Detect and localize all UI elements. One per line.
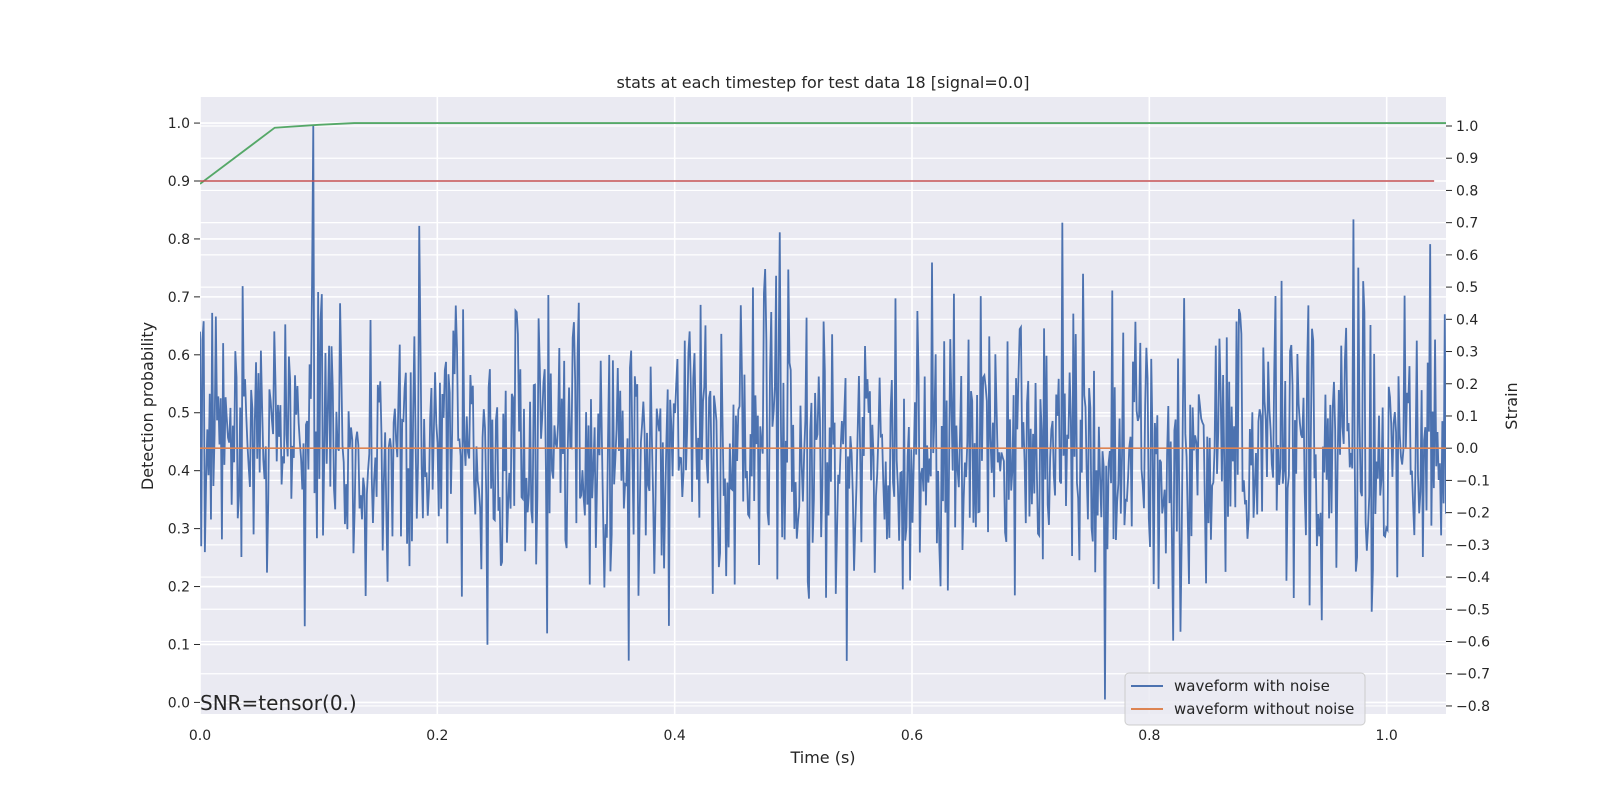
y-tick-label-right: 0.7 [1456, 216, 1478, 232]
y-tick-label-left: 0.9 [168, 174, 190, 190]
x-tick-label: 0.6 [901, 728, 923, 744]
y-tick-label-right: −0.5 [1456, 602, 1490, 618]
y-tick-label-left: 0.5 [168, 406, 190, 422]
y-tick-label-right: −0.3 [1456, 538, 1490, 554]
right-axis-ticks: −0.8 −0.7 −0.6 −0.5 −0.4 −0.3 −0.2 −0.1 0.0 0.1 0.… [1446, 119, 1490, 715]
y-tick-label-right: −0.1 [1456, 473, 1490, 489]
y-tick-label-right: 0.5 [1456, 280, 1478, 296]
y-tick-label-left: 0.7 [168, 290, 190, 306]
y-tick-label-right: −0.6 [1456, 635, 1490, 651]
x-tick-label: 0.8 [1138, 728, 1160, 744]
series-layer [200, 122, 1446, 700]
y-tick-label-left: 0.3 [168, 522, 190, 538]
y-tick-label-right: −0.2 [1456, 506, 1490, 522]
y-tick-label-right: 0.3 [1456, 345, 1478, 361]
chart-title: stats at each timestep for test data 18 … [617, 73, 1030, 92]
x-tick-label: 0.2 [426, 728, 448, 744]
y-tick-label-right: −0.7 [1456, 667, 1490, 683]
x-tick-label: 1.0 [1376, 728, 1398, 744]
y-tick-label-right: 0.4 [1456, 312, 1478, 328]
left-axis-ticks: 0.0 0.1 0.2 0.3 0.4 0.5 0.6 0.7 0.8 0.9 1.0 [168, 116, 200, 711]
y-tick-label-right: −0.4 [1456, 570, 1490, 586]
y-tick-label-left: 0.4 [168, 464, 190, 480]
series-detection-probability [200, 122, 1446, 185]
y-tick-label-right: −0.8 [1456, 699, 1490, 715]
x-axis-label: Time (s) [789, 748, 855, 767]
y-tick-label-right: 0.0 [1456, 441, 1478, 457]
y-tick-label-right: 0.6 [1456, 248, 1478, 264]
legend: waveform with noise waveform without noi… [1124, 672, 1366, 726]
y-tick-label-right: 1.0 [1456, 119, 1478, 135]
y-tick-label-right: 0.9 [1456, 151, 1478, 167]
y-tick-label-right: 0.1 [1456, 409, 1478, 425]
x-tick-label: 0.4 [664, 728, 686, 744]
y-tick-label-left: 0.8 [168, 232, 190, 248]
snr-annotation: SNR=tensor(0.) [200, 691, 357, 715]
legend-box [1124, 672, 1366, 726]
y-tick-label-left: 0.6 [168, 348, 190, 364]
y-axis-label-left: Detection probability [138, 322, 157, 490]
legend-label-waveform-with-noise: waveform with noise [1174, 677, 1330, 695]
y-tick-label-right: 0.8 [1456, 183, 1478, 199]
y-tick-label-left: 0.2 [168, 580, 190, 596]
legend-label-waveform-without-noise: waveform without noise [1174, 700, 1354, 718]
y-tick-label-left: 1.0 [168, 116, 190, 132]
y-tick-label-right: 0.2 [1456, 377, 1478, 393]
y-axis-label-right: Strain [1502, 382, 1521, 429]
y-tick-label-left: 0.0 [168, 695, 190, 711]
y-tick-label-left: 0.1 [168, 637, 190, 653]
x-axis-ticks: 0.0 0.2 0.4 0.6 0.8 1.0 [189, 728, 1398, 744]
series-waveform-with-noise [200, 125, 1446, 700]
x-tick-label: 0.0 [189, 728, 211, 744]
